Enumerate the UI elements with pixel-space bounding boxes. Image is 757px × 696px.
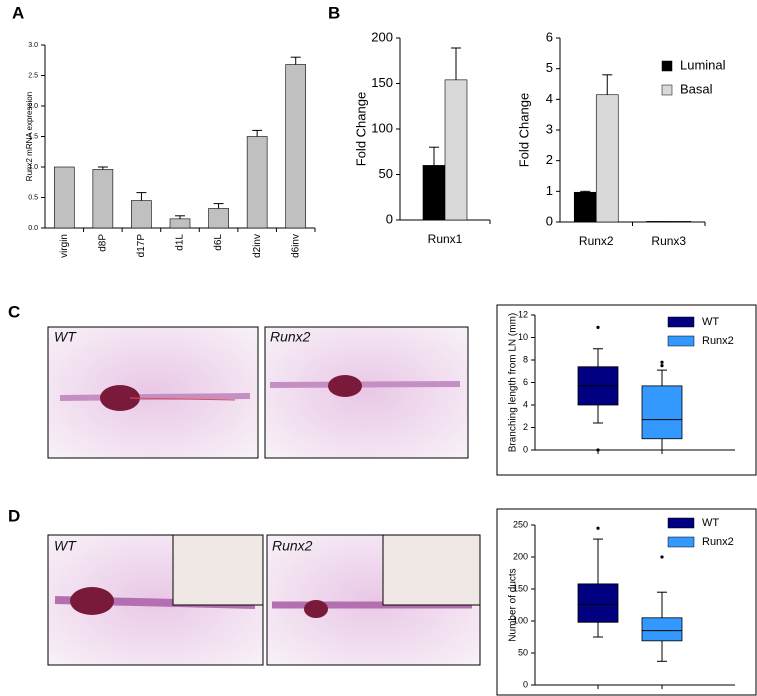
legend-swatch: [667, 517, 695, 529]
legend-label: Runx2: [702, 335, 734, 347]
bar: [285, 64, 307, 229]
flier: [660, 360, 664, 364]
panel-label: A: [12, 3, 24, 22]
y-tick-label: 100: [371, 120, 393, 135]
y-tick-label: 2: [546, 152, 553, 167]
x-tick-label: Runx1: [428, 232, 463, 246]
y-tick-label: 2.5: [28, 72, 38, 79]
bar: [53, 166, 75, 229]
bar: [422, 165, 446, 221]
legend-swatch: [667, 316, 695, 328]
panel-label: C: [8, 302, 20, 321]
y-tick-label: 0: [546, 213, 553, 228]
micrograph: WT: [47, 534, 264, 666]
x-tick-label: d17P: [136, 234, 147, 258]
chart-frame: [496, 508, 757, 696]
y-tick-label: 100: [513, 615, 528, 625]
bar: [92, 169, 114, 229]
y-tick-label: 2: [523, 422, 528, 432]
flier: [596, 325, 600, 329]
y-tick-label: 150: [513, 583, 528, 593]
bar: [169, 218, 191, 229]
y-tick-label: 50: [379, 166, 393, 181]
y-tick-label: 200: [371, 29, 393, 44]
y-axis-label: Number of ducts: [508, 568, 519, 641]
micrograph: Runx2: [264, 326, 469, 459]
y-tick-label: 0.5: [28, 194, 38, 201]
bar: [246, 136, 268, 229]
box: [641, 385, 683, 440]
x-tick-label: d8P: [97, 234, 108, 252]
micrograph: WT: [47, 326, 259, 459]
bar: [444, 79, 468, 221]
y-tick-label: 5: [546, 60, 553, 75]
y-tick-label: 250: [513, 519, 528, 529]
y-tick-label: 200: [513, 551, 528, 561]
y-tick-label: 2.0: [28, 103, 38, 110]
y-axis-label: Branching length from LN (mm): [508, 313, 519, 453]
bar: [131, 200, 152, 229]
image-label: WT: [54, 329, 77, 345]
y-axis-label: Fold Change: [516, 93, 531, 167]
flier: [660, 364, 664, 368]
x-tick-label: d2inv: [252, 234, 263, 258]
y-tick-label: 8: [523, 354, 528, 364]
bar: [573, 191, 597, 223]
y-tick-label: 6: [523, 377, 528, 387]
bar: [668, 221, 692, 223]
y-axis-label: Runx2 mRNA expression: [25, 92, 34, 181]
micrograph: Runx2: [266, 534, 481, 666]
bar: [646, 221, 670, 223]
x-tick-label: d6L: [213, 234, 224, 251]
x-tick-label: Runx2: [579, 234, 614, 248]
panel-label: D: [8, 506, 20, 525]
y-tick-label: 150: [371, 75, 393, 90]
y-tick-label: 1.5: [28, 133, 38, 140]
x-tick-label: Runx3: [651, 234, 686, 248]
y-tick-label: 50: [518, 647, 528, 657]
legend-label: WT: [702, 316, 719, 328]
image-label: Runx2: [272, 538, 313, 554]
legend-swatch: [667, 335, 695, 347]
legend-label: Luminal: [680, 57, 726, 72]
y-tick-label: 3.0: [28, 42, 38, 49]
x-tick-label: virgin: [59, 234, 70, 258]
legend-swatch: [661, 60, 673, 72]
y-tick-label: 4: [546, 91, 553, 106]
y-tick-label: 0: [523, 679, 528, 689]
chart-frame: [496, 304, 757, 476]
y-tick-label: 1: [546, 183, 553, 198]
y-tick-label: 12: [518, 309, 528, 319]
y-tick-label: 4: [523, 399, 528, 409]
y-tick-label: 6: [546, 29, 553, 44]
box: [641, 617, 683, 642]
x-tick-label: d6inv: [290, 234, 301, 258]
x-tick-label: d1L: [175, 234, 186, 251]
legend-label: WT: [702, 517, 719, 529]
box: [577, 583, 619, 623]
legend-label: Basal: [680, 81, 713, 96]
y-tick-label: 3: [546, 121, 553, 136]
y-tick-label: 10: [518, 332, 528, 342]
panel-label: B: [328, 3, 340, 22]
y-tick-label: 0.0: [28, 225, 38, 232]
bar: [595, 94, 619, 223]
legend-swatch: [667, 536, 695, 548]
y-axis-label: Fold Change: [353, 92, 368, 166]
flier: [596, 526, 600, 530]
legend-swatch: [661, 84, 673, 96]
image-label: Runx2: [270, 329, 311, 345]
legend-label: Runx2: [702, 536, 734, 548]
y-tick-label: 0: [523, 444, 528, 454]
image-label: WT: [54, 538, 77, 554]
flier: [660, 555, 664, 559]
y-tick-label: 1.0: [28, 164, 38, 171]
bar: [208, 208, 229, 229]
y-tick-label: 0: [386, 211, 393, 226]
